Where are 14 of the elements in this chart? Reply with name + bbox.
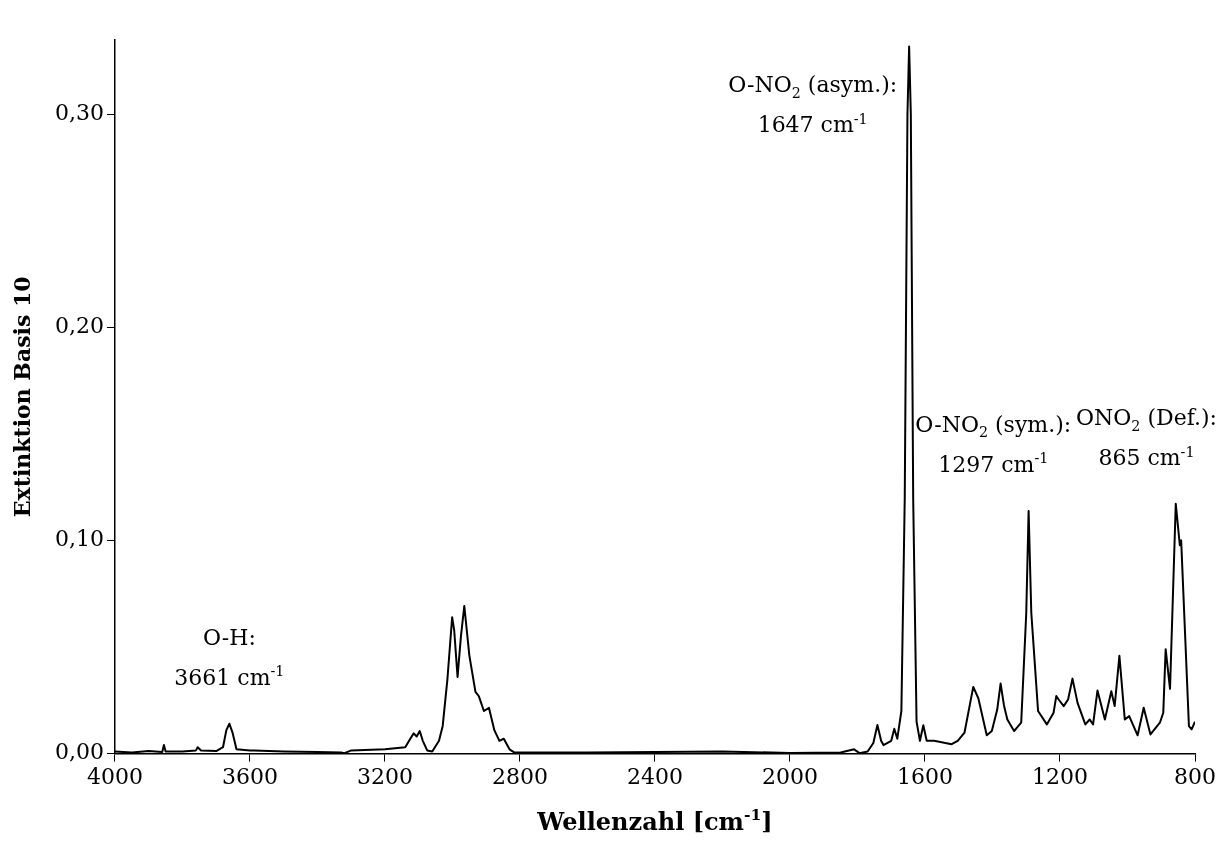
- y-tick-label: 0,20: [55, 313, 104, 339]
- y-tick-label: 0,30: [55, 100, 104, 126]
- x-tick-label: 1200: [1032, 763, 1088, 789]
- y-tick-label: 0,10: [55, 526, 104, 552]
- x-tick-label: 4000: [86, 763, 143, 789]
- x-tick-label: 800: [1174, 763, 1216, 789]
- x-tick-label: 2400: [626, 763, 683, 789]
- x-tick-label: 2800: [491, 763, 548, 789]
- y-axis-title: Extinktion Basis 10: [9, 276, 35, 518]
- x-tick-label: 3600: [221, 763, 278, 789]
- y-tick-label: 0,00: [55, 739, 104, 765]
- x-tick-label: 2000: [761, 763, 818, 789]
- x-tick-label: 1600: [897, 763, 953, 789]
- x-tick-label: 3200: [356, 763, 413, 789]
